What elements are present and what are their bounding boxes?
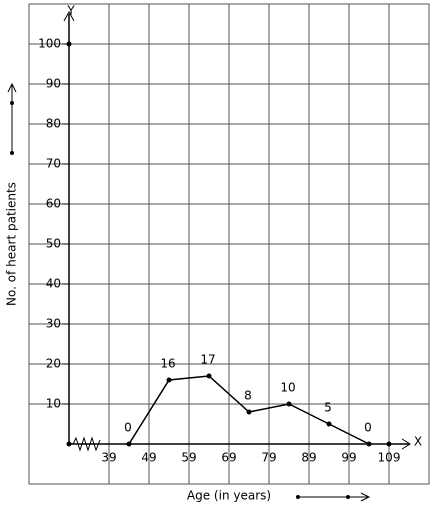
y-tick-label: 100 (38, 37, 61, 51)
data-label: 5 (324, 401, 332, 415)
x-axis-label: Age (in years) (187, 489, 271, 503)
origin-dot (66, 441, 72, 447)
point (286, 401, 292, 407)
axis-dot (386, 441, 392, 447)
y-tick-label: 90 (46, 77, 61, 91)
x-tick-label: 89 (301, 451, 316, 465)
data-label: 17 (200, 353, 215, 367)
y-axis-name: Y (66, 4, 75, 18)
y-tick-label: 60 (46, 197, 61, 211)
y-tick-label: 70 (46, 157, 61, 171)
x-tick-label: 69 (221, 451, 236, 465)
x-tick-label: 39 (101, 451, 116, 465)
grid (29, 4, 429, 484)
point (206, 373, 212, 379)
x-axis-name: X (414, 435, 422, 449)
point (366, 441, 372, 447)
data-label: 8 (244, 389, 252, 403)
x-tick-label: 99 (341, 451, 356, 465)
point (126, 441, 132, 447)
y-tick-label: 50 (46, 237, 61, 251)
data-label: 16 (160, 357, 175, 371)
x-tick-label: 109 (378, 451, 401, 465)
y-axis-label: No. of heart patients (5, 182, 19, 306)
axis-dot (66, 41, 72, 47)
x-tick-label: 59 (181, 451, 196, 465)
y-arrow (63, 10, 75, 22)
y-tick-label: 40 (46, 277, 61, 291)
y-tick-label: 80 (46, 117, 61, 131)
y-tick-label: 30 (46, 317, 61, 331)
x-direction-arrow (296, 492, 371, 502)
x-arrow (401, 438, 411, 450)
y-direction-arrow (7, 82, 17, 155)
data-label: 10 (280, 381, 295, 395)
point (246, 409, 252, 415)
y-tick-label: 10 (46, 397, 61, 411)
x-tick-label: 49 (141, 451, 156, 465)
point (326, 421, 332, 427)
point (166, 377, 172, 383)
data-label: 0 (364, 421, 372, 435)
y-tick-label: 20 (46, 357, 61, 371)
axis-break (72, 436, 101, 452)
data-label: 0 (124, 421, 132, 435)
x-tick-label: 79 (261, 451, 276, 465)
